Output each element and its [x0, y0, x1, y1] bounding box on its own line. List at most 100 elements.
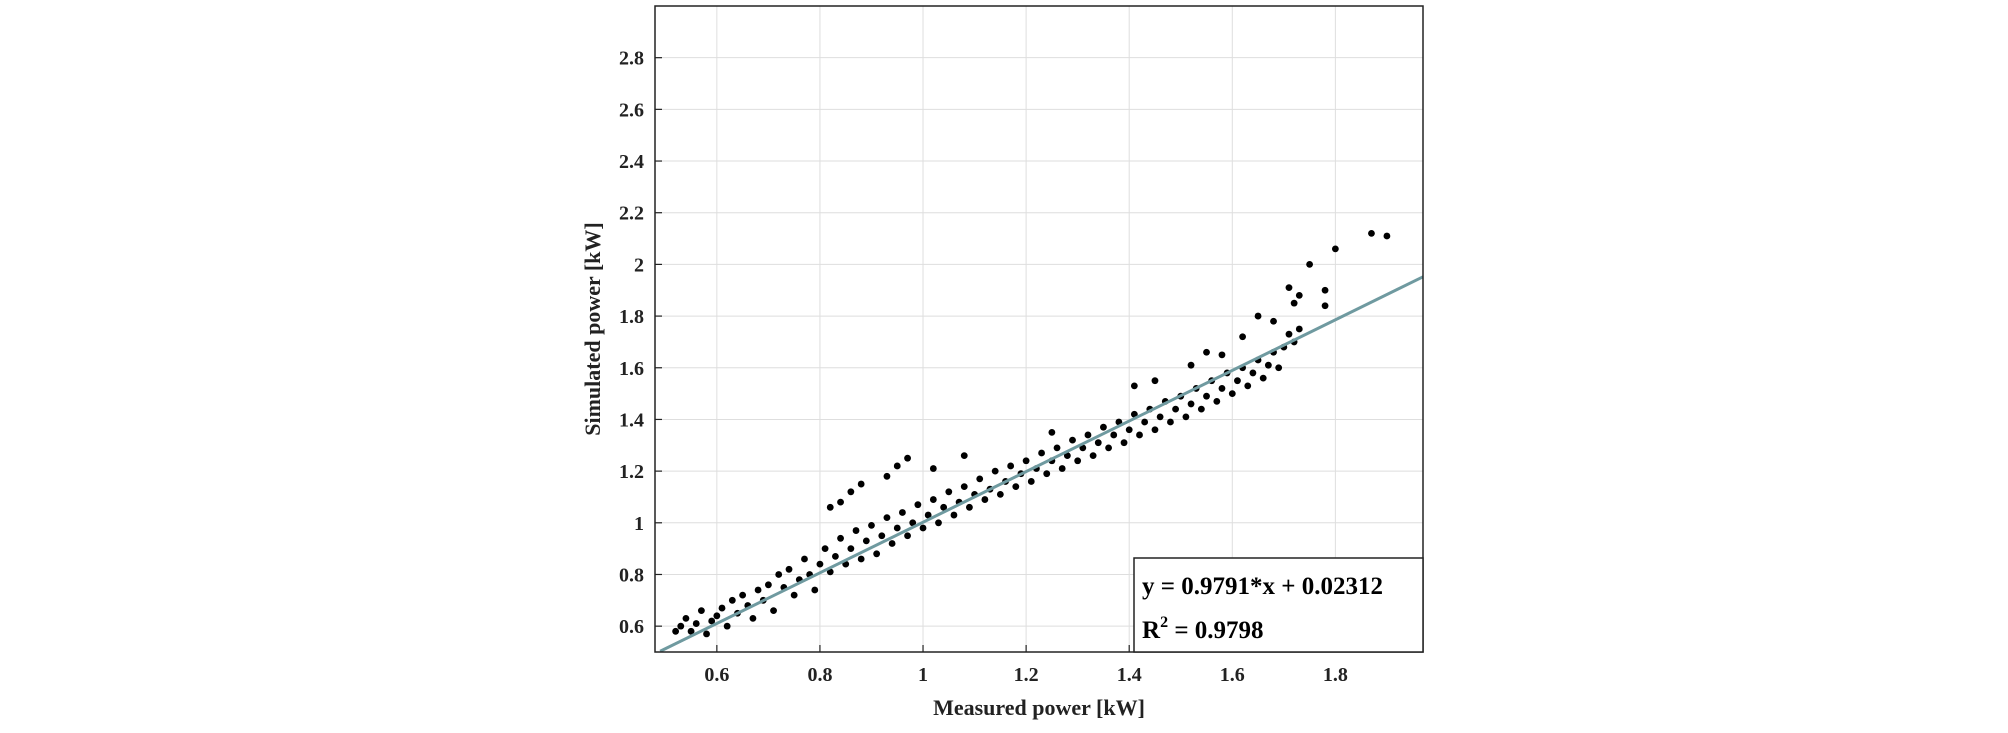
x-axis-label: Measured power [kW]	[933, 695, 1145, 720]
data-point	[821, 545, 829, 553]
data-point	[811, 586, 819, 594]
data-point	[1167, 418, 1174, 426]
data-point	[785, 565, 793, 573]
data-point	[945, 488, 953, 496]
data-point	[1058, 465, 1066, 472]
y-axis-label: Simulated power [kW]	[580, 222, 605, 436]
data-point	[1321, 302, 1329, 310]
data-point	[883, 472, 891, 480]
data-point	[862, 537, 870, 545]
data-point	[754, 586, 762, 594]
data-point	[801, 555, 808, 563]
data-point	[1105, 444, 1112, 452]
data-point	[847, 488, 855, 496]
x-tick-label: 1.6	[1220, 664, 1245, 686]
data-point	[713, 612, 721, 620]
data-point	[909, 519, 917, 527]
data-point	[1141, 418, 1149, 426]
data-point	[832, 552, 839, 560]
data-point	[1218, 385, 1226, 392]
y-tick-label: 1	[634, 513, 644, 535]
data-point	[1156, 413, 1164, 421]
data-point	[893, 524, 901, 532]
data-point	[1063, 452, 1071, 460]
data-point	[1270, 317, 1277, 325]
data-point	[1295, 292, 1303, 299]
data-point	[677, 622, 685, 630]
data-point	[883, 514, 891, 522]
y-tick-label: 1.2	[619, 461, 644, 483]
data-point	[1110, 431, 1118, 439]
data-point	[1027, 478, 1035, 485]
data-point	[1213, 397, 1221, 405]
data-point	[1254, 312, 1262, 320]
y-tick-label: 2.8	[619, 48, 644, 70]
data-point	[692, 620, 700, 627]
data-point	[960, 452, 968, 460]
grid-layer	[655, 6, 1423, 652]
r-squared-superscript: 2	[1160, 614, 1168, 631]
data-point	[1074, 457, 1082, 465]
data-point	[1100, 423, 1107, 431]
data-point	[739, 591, 747, 599]
data-point	[873, 550, 881, 558]
data-point	[991, 467, 999, 475]
data-point	[1285, 284, 1293, 292]
data-point	[1094, 439, 1102, 447]
data-point	[940, 503, 948, 511]
data-point	[1249, 369, 1257, 377]
data-point	[770, 607, 777, 615]
data-point	[790, 591, 798, 599]
data-point	[1172, 405, 1179, 413]
data-point	[682, 615, 690, 622]
data-point	[1007, 462, 1015, 470]
data-point	[1012, 483, 1020, 491]
data-point	[1234, 377, 1241, 385]
plot-frame	[654, 5, 1424, 653]
fit-equation-box-frame	[1133, 557, 1424, 653]
data-point	[1187, 361, 1195, 369]
data-point	[904, 532, 911, 540]
data-point	[1218, 351, 1226, 359]
data-point	[837, 534, 844, 542]
data-point	[1239, 333, 1246, 341]
y-tick-label: 1.8	[619, 306, 644, 328]
data-point	[1306, 261, 1314, 268]
data-point	[878, 532, 886, 540]
data-point	[1120, 439, 1128, 447]
y-tick-label: 0.8	[619, 564, 644, 586]
data-point	[837, 498, 844, 506]
data-point	[816, 560, 824, 568]
data-point	[857, 555, 865, 563]
data-point	[966, 503, 973, 511]
data-point	[904, 454, 911, 462]
data-point	[1228, 390, 1236, 397]
data-point	[1203, 348, 1210, 356]
data-point	[728, 596, 736, 604]
y-tick-label: 1.6	[619, 358, 644, 380]
fit-equation-box: y = 0.9791*x + 0.02312 R2 = 0.9798	[1133, 557, 1424, 653]
data-point	[708, 617, 716, 625]
data-point	[1321, 286, 1329, 294]
r-squared-prefix: R	[1142, 617, 1161, 644]
data-point	[857, 480, 865, 488]
data-point	[1264, 361, 1272, 369]
data-point	[976, 475, 984, 483]
data-point	[1203, 392, 1210, 400]
data-point	[981, 496, 989, 503]
data-point	[1259, 374, 1267, 382]
data-point	[929, 496, 937, 503]
data-point	[749, 615, 757, 622]
r-squared-value: = 0.9798	[1168, 617, 1264, 644]
data-point	[1125, 426, 1133, 434]
data-point	[1130, 382, 1138, 390]
x-tick-label: 1.2	[1014, 664, 1039, 686]
data-point	[1043, 470, 1051, 478]
data-point	[1295, 325, 1303, 333]
x-tick-label: 1.4	[1117, 664, 1142, 686]
data-point	[1048, 428, 1056, 436]
data-point	[826, 503, 834, 511]
fit-layer	[659, 275, 1424, 653]
x-tick-label: 1.8	[1323, 664, 1348, 686]
x-tick-label: 1	[918, 664, 928, 686]
